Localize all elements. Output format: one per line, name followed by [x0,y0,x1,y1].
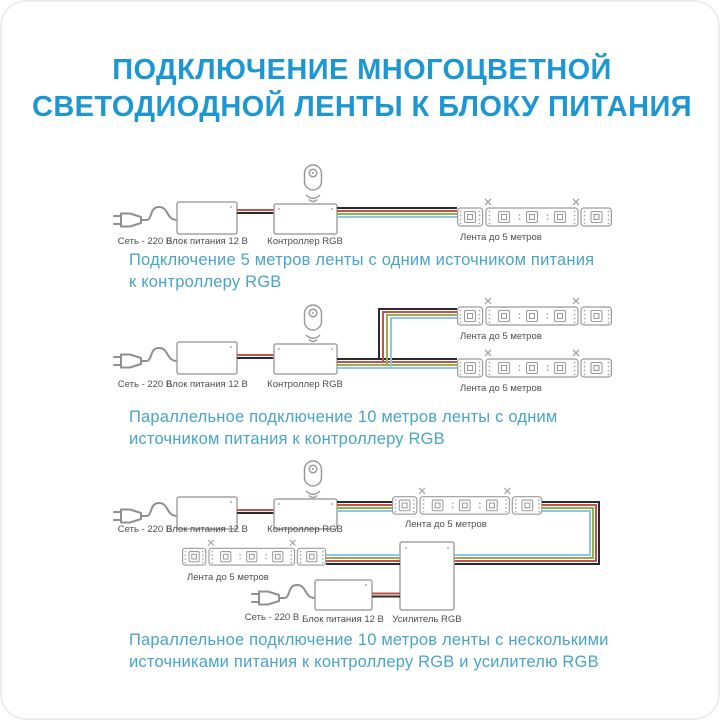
caption-line: Подключение 5 метров ленты с одним источ… [129,251,595,269]
led-strip-icon [456,198,613,227]
led-strip-icon [456,349,613,378]
label-strip: Лента до 5 метров [460,232,542,243]
label-controller: Контроллер RGB [267,236,343,247]
wires-loop-strip-to-amplifier [454,501,600,565]
wires-branch-to-upper-strip [378,308,457,368]
controller-box [273,498,338,530]
diagram-2-caption: Параллельное подключение 10 метров ленты… [129,407,557,450]
psu-box [314,579,373,611]
led-strip-icon [456,297,613,326]
label-mains: Сеть - 220 В [117,236,173,247]
label-controller: Контроллер RGB [267,379,343,390]
caption-line: Параллельное подключение 10 метров ленты… [129,631,609,649]
diagram-1-graphics [113,164,613,235]
led-strip-icon [181,539,327,566]
power-plug-icon [113,347,178,369]
label-mains: Сеть - 220 В [117,524,173,535]
label-strip: Лента до 5 метров [187,572,269,583]
label-strip: Лента до 5 метров [405,519,487,530]
label-mains: Сеть - 220 В [244,612,300,623]
label-strip: Лента до 5 метров [460,331,542,342]
diagram-2-graphics [113,297,613,378]
psu-box [176,201,238,235]
label-strip: Лента до 5 метров [460,383,542,394]
power-plug-icon [113,206,178,228]
wires-controller-to-lower-strip [337,358,457,369]
label-amplifier: Усилитель RGB [392,614,462,625]
wires-amplifier-to-strip [326,554,400,565]
diagram-1-caption: Подключение 5 метров ленты с одним источ… [129,250,594,293]
label-psu: Блок питания 12 В [166,236,248,247]
page-title: ПОДКЛЮЧЕНИЕ МНОГОЦВЕТНОЙ СВЕТОДИОДНОЙ ЛЕ… [2,52,718,126]
diagram-parallel-two-strips: Лента до 5 метров Лента до 5 метров Сеть… [2,297,718,460]
rf-remote-icon [303,164,323,203]
diagram-single-strip: Сеть - 220 В Блок питания 12 В Контролле… [2,162,718,297]
caption-line: к контроллеру RGB [129,272,282,291]
title-line-1: ПОДКЛЮЧЕНИЕ МНОГОЦВЕТНОЙ [112,54,612,86]
rf-remote-icon [303,304,323,343]
label-psu: Блок питания 12 В [302,614,384,625]
wires-controller-to-strip [337,207,457,218]
wires-psu-to-controller [237,354,274,359]
title-line-2: СВЕТОДИОДНОЙ ЛЕНТЫ К БЛОКУ ПИТАНИЯ [32,91,692,123]
power-plug-icon [113,502,178,524]
caption-line: Параллельное подключение 10 метров ленты… [129,408,558,426]
label-psu: Блок питания 12 В [166,524,248,535]
diagram-3-graphics [113,460,600,611]
label-psu: Блок питания 12 В [166,379,248,390]
label-controller: Контроллер RGB [267,524,343,535]
rf-remote-icon [303,460,323,499]
wires-controller-to-strip [337,501,392,512]
wires-psu-to-controller [237,509,274,514]
controller-box [273,203,338,235]
caption-line: источниками питания к контроллеру RGB и … [129,652,599,671]
controller-box [273,343,338,375]
caption-line: источником питания к контроллеру RGB [129,429,445,448]
wires-psu-to-amplifier [372,592,400,598]
diagram-3-caption: Параллельное подключение 10 метров ленты… [129,630,609,673]
wires-psu-to-controller [237,209,274,214]
psu-box [176,341,238,375]
power-plug-icon [251,584,316,606]
amplifier-box [399,541,455,611]
led-strip-icon [391,487,543,515]
label-mains: Сеть - 220 В [117,379,173,390]
diagram-parallel-with-amplifier: Лента до 5 метров Сеть - 220 В Блок пита… [2,460,718,692]
